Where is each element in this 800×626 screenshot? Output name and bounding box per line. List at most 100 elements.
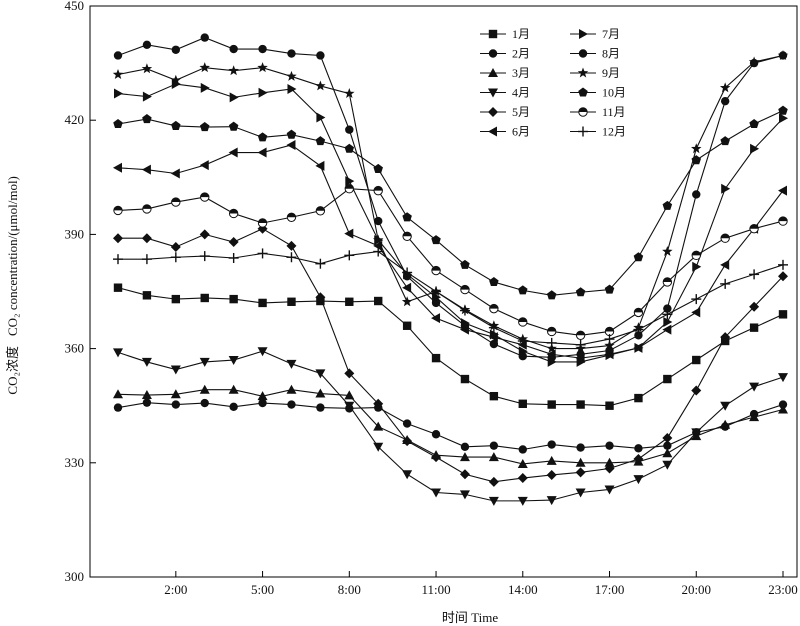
marker-star bbox=[577, 67, 589, 78]
marker-plus bbox=[546, 337, 557, 348]
marker-star bbox=[286, 70, 297, 81]
marker-circle bbox=[634, 331, 643, 340]
series-line bbox=[117, 83, 784, 363]
marker-pentagon bbox=[578, 87, 588, 97]
marker-half-circle bbox=[633, 307, 644, 318]
series-line bbox=[117, 287, 784, 407]
marker-triangle-down bbox=[228, 356, 239, 366]
marker-star bbox=[112, 69, 124, 79]
marker-diamond bbox=[170, 241, 181, 252]
marker-half-circle bbox=[402, 231, 412, 242]
marker-triangle-down bbox=[257, 347, 268, 357]
legend-item: 4月 bbox=[480, 86, 530, 100]
marker-triangle-left bbox=[199, 160, 209, 171]
marker-triangle-up bbox=[517, 458, 528, 468]
marker-star bbox=[315, 80, 326, 91]
marker-half-circle-fill bbox=[778, 216, 788, 222]
marker-triangle-down bbox=[431, 488, 442, 498]
marker-half-circle-fill bbox=[258, 218, 267, 223]
marker-square bbox=[634, 393, 643, 403]
marker-circle bbox=[605, 441, 614, 450]
marker-triangle-right bbox=[750, 143, 760, 154]
marker-half-circle bbox=[344, 184, 355, 194]
marker-half-circle-fill bbox=[720, 234, 730, 239]
legend-item: 12月 bbox=[570, 125, 626, 139]
marker-half-circle bbox=[315, 206, 326, 216]
marker-triangle-right bbox=[258, 87, 268, 98]
marker-diamond bbox=[778, 271, 788, 282]
marker-pentagon bbox=[720, 136, 730, 146]
marker-plus bbox=[373, 246, 384, 257]
marker-star bbox=[777, 49, 789, 60]
x-tick-label: 5:00 bbox=[251, 582, 274, 597]
marker-triangle-left bbox=[113, 162, 122, 173]
series-line bbox=[118, 228, 784, 483]
marker-diamond bbox=[691, 385, 702, 396]
marker-half-circle bbox=[518, 317, 528, 327]
marker-half-circle bbox=[142, 204, 152, 214]
marker-triangle-right bbox=[579, 29, 588, 39]
marker-plus bbox=[578, 126, 588, 137]
legend-label: 10月 bbox=[602, 86, 626, 100]
marker-plus bbox=[257, 248, 268, 259]
y-axis: 300 330 360 390 420 450 bbox=[65, 0, 96, 584]
marker-triangle-up bbox=[315, 388, 326, 398]
marker-plus bbox=[199, 251, 210, 262]
marker-triangle-up bbox=[604, 457, 615, 467]
marker-star bbox=[170, 74, 182, 85]
marker-square bbox=[287, 297, 296, 306]
legend-item: 2月 bbox=[480, 47, 530, 61]
marker-half-circle bbox=[720, 233, 730, 243]
marker-half-circle bbox=[228, 208, 239, 219]
marker-triangle-up bbox=[720, 419, 731, 429]
marker-square bbox=[749, 323, 759, 332]
marker-square bbox=[374, 296, 383, 306]
marker-triangle-up bbox=[488, 452, 499, 462]
marker-circle bbox=[200, 33, 209, 42]
marker-pentagon bbox=[171, 120, 181, 130]
marker-star bbox=[372, 234, 384, 245]
marker-circle bbox=[345, 125, 354, 134]
marker-triangle-down bbox=[199, 357, 210, 367]
marker-triangle-up bbox=[113, 389, 123, 399]
series-8 bbox=[113, 33, 788, 362]
marker-diamond bbox=[720, 332, 731, 343]
marker-circle bbox=[113, 51, 123, 60]
marker-triangle-right bbox=[634, 342, 644, 353]
series-line bbox=[117, 389, 784, 465]
marker-plus bbox=[778, 259, 788, 270]
series-11 bbox=[113, 184, 788, 340]
marker-square bbox=[431, 353, 441, 363]
marker-half-circle bbox=[578, 107, 588, 117]
marker-plus bbox=[315, 258, 326, 269]
y-tick-label: 300 bbox=[65, 569, 85, 584]
marker-diamond bbox=[517, 473, 528, 484]
marker-plus bbox=[141, 254, 152, 265]
marker-triangle-down bbox=[113, 348, 123, 358]
marker-triangle-right bbox=[663, 316, 673, 327]
series-3 bbox=[113, 384, 788, 468]
marker-circle bbox=[374, 216, 383, 226]
marker-circle bbox=[720, 96, 730, 106]
marker-triangle-up bbox=[286, 384, 297, 394]
marker-half-circle-fill bbox=[460, 285, 470, 290]
y-axis-label-cn: CO₂浓度 bbox=[5, 346, 20, 395]
marker-triangle-down bbox=[546, 496, 557, 506]
marker-triangle-up bbox=[546, 455, 557, 465]
y-tick-label: 450 bbox=[65, 0, 85, 13]
marker-triangle-right bbox=[576, 356, 586, 367]
marker-pentagon bbox=[749, 119, 759, 129]
x-tick-label: 8:00 bbox=[338, 582, 361, 597]
marker-triangle-down bbox=[488, 88, 498, 98]
marker-triangle-right bbox=[316, 112, 326, 123]
marker-plus bbox=[344, 250, 355, 261]
marker-pentagon bbox=[228, 121, 239, 131]
marker-diamond bbox=[488, 476, 499, 487]
marker-triangle-right bbox=[721, 183, 731, 194]
marker-diamond bbox=[575, 467, 586, 478]
marker-circle bbox=[634, 444, 643, 453]
legend-item: 1月 bbox=[480, 27, 530, 41]
marker-half-circle-fill bbox=[605, 327, 614, 332]
marker-diamond bbox=[228, 237, 239, 248]
marker-diamond bbox=[315, 292, 326, 303]
